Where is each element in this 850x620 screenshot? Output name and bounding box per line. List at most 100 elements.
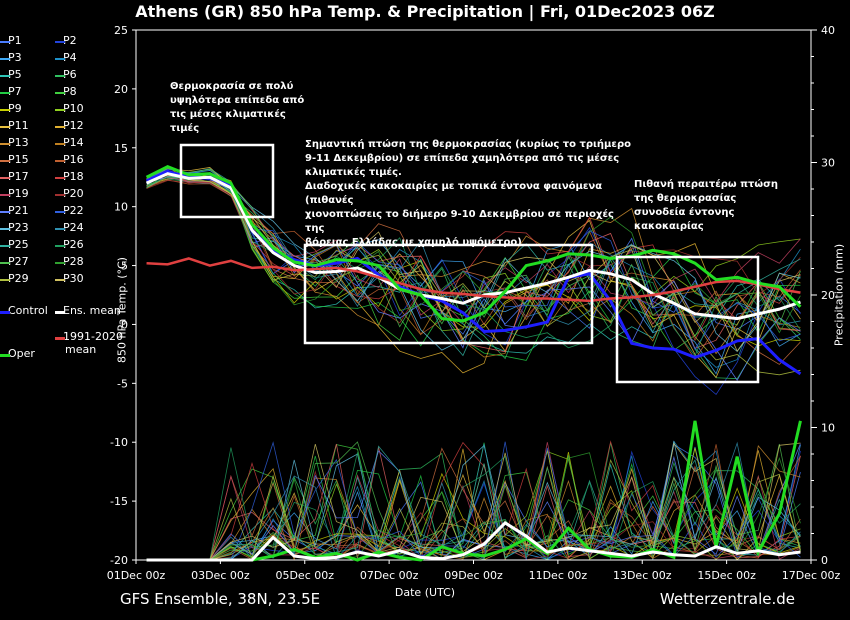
legend-label: Oper <box>8 347 35 360</box>
y-tick-label: 20 <box>114 83 128 96</box>
ensemble-precip-line <box>146 447 801 561</box>
ensemble-member-line <box>146 176 801 324</box>
legend-label: P11 <box>8 119 29 132</box>
x-tick-label: 11Dec 00z <box>529 569 588 582</box>
legend-label: P19 <box>8 187 29 200</box>
legend-label: P25 <box>8 238 29 251</box>
ensemble-precip-line <box>146 442 801 561</box>
ensemble-member-line <box>146 165 801 357</box>
x-tick-label: 07Dec 00z <box>360 569 419 582</box>
y2-tick-label: 0 <box>821 554 828 567</box>
legend-item: P28 <box>55 255 84 268</box>
annotation-line: της θερμοκρασίας <box>634 193 737 204</box>
legend-item: P26 <box>55 238 84 251</box>
annotation-line: συνοδεία έντονης <box>634 207 735 218</box>
chart-title: Athens (GR) 850 hPa Temp. & Precipitatio… <box>135 2 715 21</box>
legend-label: P21 <box>8 204 29 217</box>
ensemble-member-line <box>146 176 801 334</box>
legend-label: P8 <box>63 85 77 98</box>
y-tick-label: -15 <box>110 495 128 508</box>
y2-axis-label: Precipitation (mm) <box>832 243 846 347</box>
y-tick-label: -5 <box>117 377 128 390</box>
legend-label: 1991-2020 mean <box>63 330 123 356</box>
legend-item: P21 <box>0 204 29 217</box>
legend-label: P20 <box>63 187 84 200</box>
legend-label: Ens. mean <box>63 304 121 317</box>
legend-item: P13 <box>0 136 29 149</box>
ensemble-member-line <box>146 171 801 352</box>
legend-swatch <box>0 58 10 60</box>
legend-swatch <box>0 160 10 162</box>
x-tick-label: 17Dec 00z <box>782 569 841 582</box>
y-tick-label: 0 <box>121 318 128 331</box>
annotation-2: Σημαντική πτώση της θερμοκρασίας (κυρίως… <box>305 138 635 250</box>
legend-swatch <box>55 245 65 247</box>
x-tick-label: 01Dec 00z <box>107 569 166 582</box>
legend-item: P9 <box>0 102 22 115</box>
y2-tick-label: 40 <box>821 24 835 37</box>
ensemble-member-line <box>146 176 801 358</box>
ensemble-precip-line <box>146 442 801 561</box>
legend-item: P7 <box>0 85 22 98</box>
legend-label: P1 <box>8 34 22 47</box>
legend-label: P23 <box>8 221 29 234</box>
legend-label: P24 <box>63 221 84 234</box>
legend-item: P6 <box>55 68 77 81</box>
legend-label: P15 <box>8 153 29 166</box>
annotation-line: κακοκαιρίας <box>634 221 704 232</box>
y2-tick-label: 20 <box>821 289 835 302</box>
legend-label: P9 <box>8 102 22 115</box>
legend-item: P17 <box>0 170 29 183</box>
legend-swatch <box>55 194 65 196</box>
legend-swatch <box>0 311 10 314</box>
legend-item: P15 <box>0 153 29 166</box>
legend-label: P2 <box>63 34 77 47</box>
legend-swatch <box>0 279 10 281</box>
legend-label: Control <box>8 304 48 317</box>
ensemble-precip-line <box>146 443 801 561</box>
temp-line-ens-mean <box>145 172 801 321</box>
precip-line-ens-mean <box>146 520 801 562</box>
legend-swatch <box>55 126 65 128</box>
legend-label: P16 <box>63 153 84 166</box>
legend-swatch <box>55 160 65 162</box>
legend-label: P17 <box>8 170 29 183</box>
annotation-box-3 <box>615 255 760 384</box>
legend-item: Ens. mean <box>55 304 121 317</box>
annotation-1: Θερμοκρασία σε πολύ υψηλότερα επίπεδα από… <box>170 80 310 136</box>
legend-swatch <box>55 311 65 314</box>
y-tick-label: -10 <box>110 436 128 449</box>
legend-swatch <box>0 75 10 77</box>
legend-label: P26 <box>63 238 84 251</box>
annotation-line: Διαδοχικές κακοκαιρίες με τοπικά έντονα … <box>305 181 603 206</box>
x-tick-label: 09Dec 00z <box>444 569 503 582</box>
legend-item: P3 <box>0 51 22 64</box>
annotation-box-1 <box>179 143 275 219</box>
legend-label: P7 <box>8 85 22 98</box>
footer-source: Wetterzentrale.de <box>659 590 795 608</box>
legend-item: P24 <box>55 221 84 234</box>
legend-swatch <box>0 228 10 230</box>
legend-item: P30 <box>55 272 84 285</box>
annotation-line: Θερμοκρασία σε πολύ <box>170 81 294 92</box>
legend-swatch <box>0 126 10 128</box>
y2-tick-label: 10 <box>821 422 835 435</box>
ensemble-precip-line <box>146 447 801 561</box>
legend-item: P20 <box>55 187 84 200</box>
legend-label: P30 <box>63 272 84 285</box>
ensemble-precip-line <box>146 447 801 561</box>
annotation-3: Πιθανή περαιτέρω πτώση της θερμοκρασίας συ… <box>634 178 784 234</box>
annotation-line: τις μέσες κλιματικές τιμές <box>170 109 286 134</box>
legend-item: P10 <box>55 102 84 115</box>
annotation-line: κλιματικές τιμές. <box>305 167 402 178</box>
legend-swatch <box>55 337 65 340</box>
legend-swatch <box>0 211 10 213</box>
legend-label: P27 <box>8 255 29 268</box>
legend-swatch <box>55 41 65 43</box>
legend-label: P6 <box>63 68 77 81</box>
annotation-box-2 <box>303 243 594 345</box>
legend-swatch <box>0 92 10 94</box>
legend-swatch <box>0 194 10 196</box>
ensemble-precip-line <box>146 440 801 561</box>
